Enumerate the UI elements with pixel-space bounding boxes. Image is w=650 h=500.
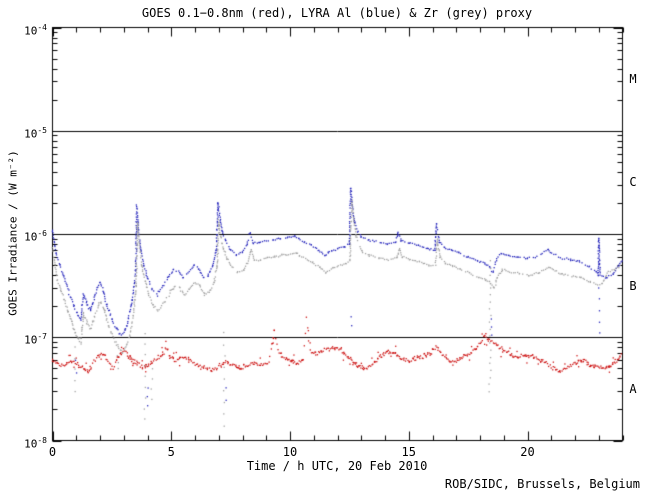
credit-text: ROB/SIDC, Brussels, Belgium: [444, 477, 640, 491]
x-axis-label: Time / h UTC, 20 Feb 2010: [246, 459, 428, 473]
x-tick-label: 20: [520, 445, 535, 459]
chart-title: GOES 0.1−0.8nm (red), LYRA Al (blue) & Z…: [141, 6, 533, 20]
flare-class-label: A: [629, 381, 637, 396]
y-tick-label: 10-7: [24, 332, 47, 347]
x-tick-label: 10: [282, 445, 298, 459]
y-tick-label: 10-8: [24, 435, 47, 451]
flare-class-label: M: [629, 72, 637, 87]
x-tick-label: 5: [167, 445, 175, 459]
y-tick-label: 10-6: [24, 229, 47, 244]
x-tick-label: 15: [401, 445, 416, 459]
y-tick-label: 10-4: [24, 22, 47, 38]
x-tick-label: 0: [48, 445, 57, 459]
flare-class-label: C: [629, 175, 637, 190]
y-tick-label: 10-5: [24, 125, 47, 141]
flare-class-label: B: [629, 278, 637, 293]
